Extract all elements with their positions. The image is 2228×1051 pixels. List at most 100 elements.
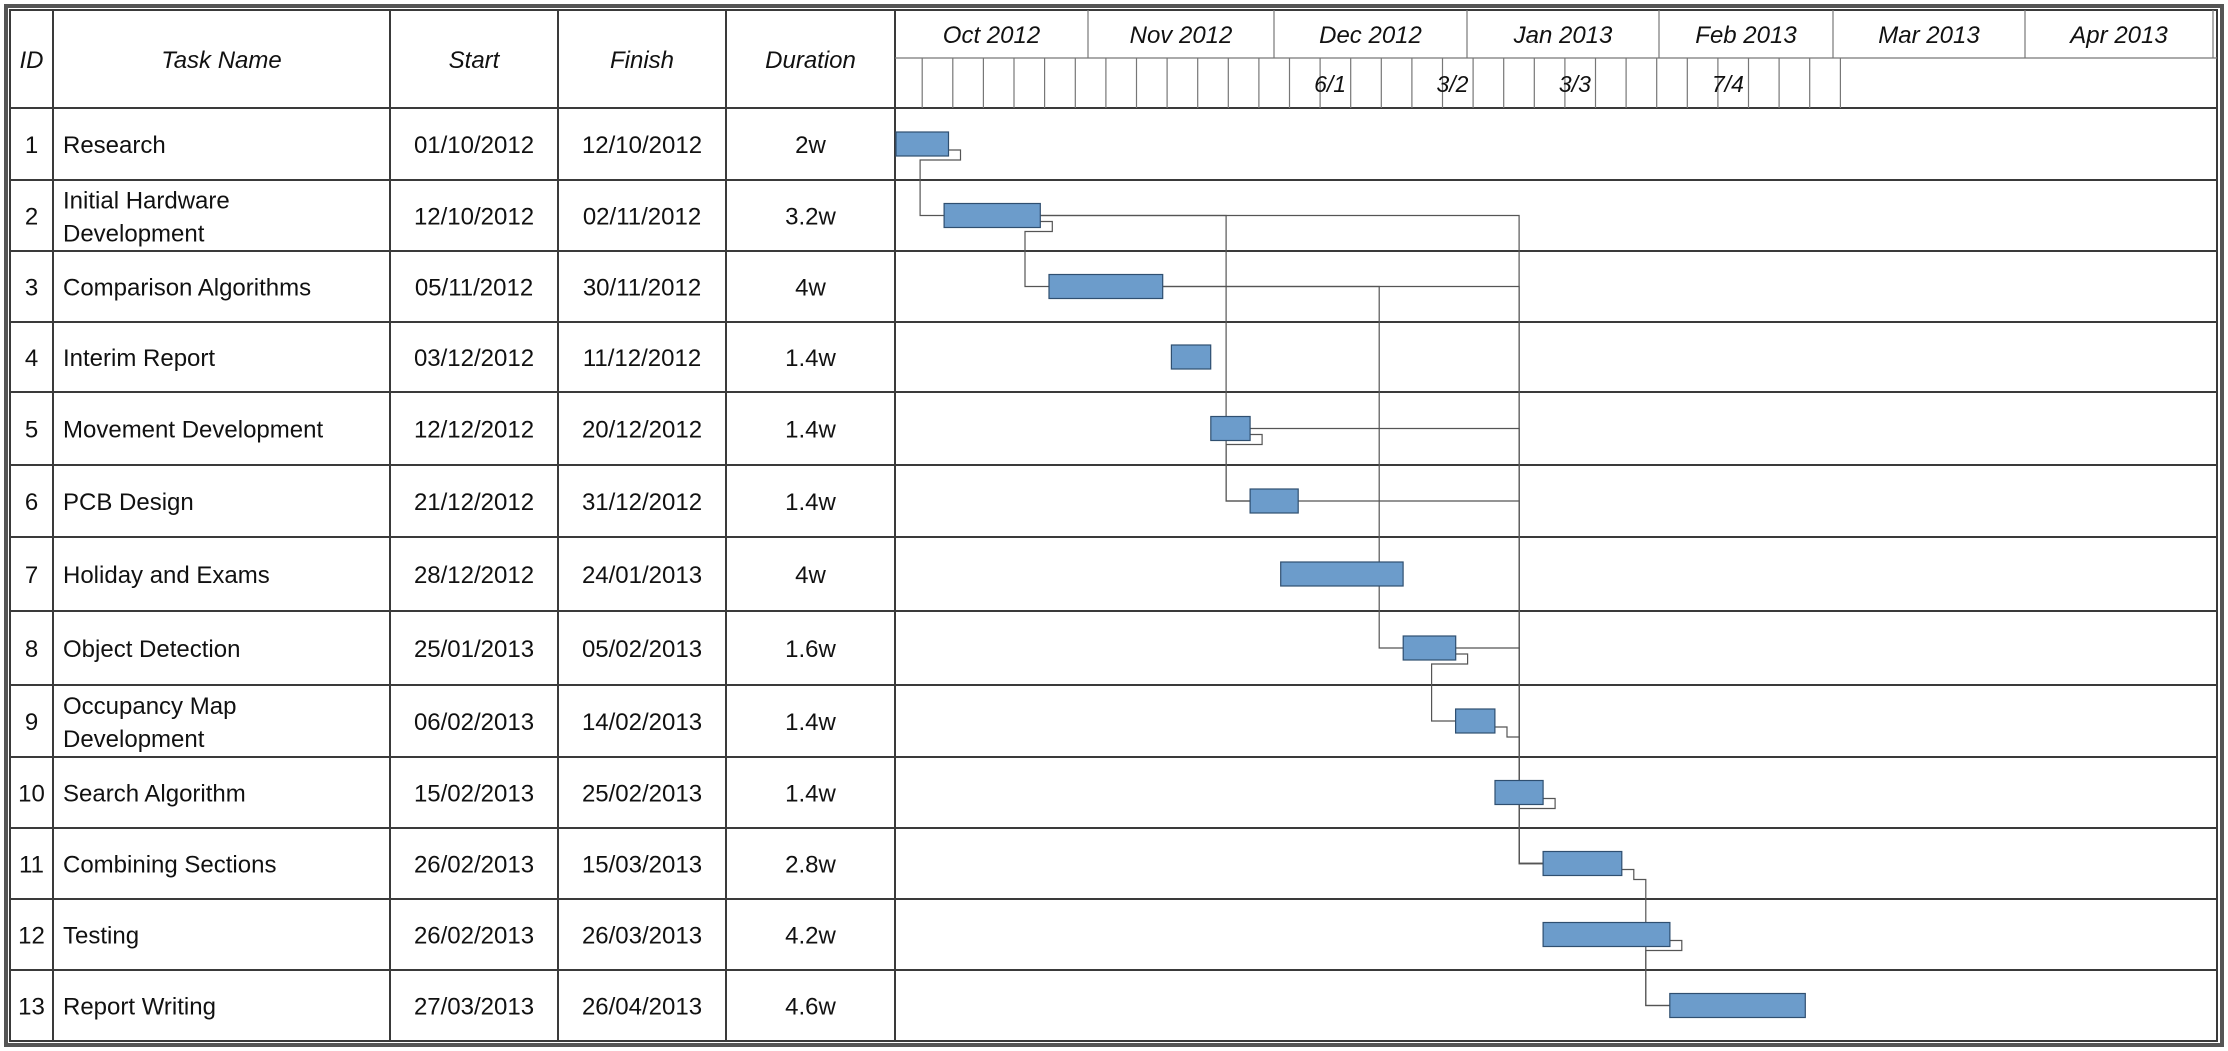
task-bar-12: [1542, 921, 1671, 948]
task-id: 7: [25, 562, 38, 589]
dependency-link: [1225, 433, 1263, 502]
dependency-link: [1431, 653, 1469, 722]
task-bar-13: [1669, 992, 1806, 1019]
task-duration: 1.4w: [785, 709, 836, 736]
week-label: 3/3: [1559, 71, 1591, 97]
task-bar-11: [1542, 850, 1623, 877]
task-name: Search Algorithm: [63, 781, 246, 808]
task-bar-8: [1402, 635, 1457, 661]
week-label: 7/4: [1712, 71, 1744, 97]
task-start: 12/10/2012: [414, 204, 534, 231]
task-finish: 30/11/2012: [583, 275, 701, 302]
dependency-link: [1162, 285, 1404, 649]
task-start: 12/12/2012: [414, 417, 534, 444]
task-duration: 4.2w: [785, 923, 836, 950]
task-duration: 1.4w: [785, 781, 836, 808]
task-name: Testing: [63, 923, 139, 950]
task-bar-5: [1210, 415, 1251, 442]
task-finish: 12/10/2012: [582, 132, 702, 159]
task-name: Occupancy Map Development: [63, 693, 236, 753]
task-name: PCB Design: [63, 489, 194, 516]
task-finish: 24/01/2013: [582, 562, 702, 589]
task-start: 26/02/2013: [414, 852, 534, 879]
task-duration: 4.6w: [785, 994, 836, 1021]
dependency-link: [1645, 939, 1683, 1007]
task-bar-4: [1170, 344, 1212, 370]
dependency-link: [1455, 647, 1544, 865]
task-id: 8: [25, 636, 38, 663]
task-finish: 11/12/2012: [583, 345, 701, 372]
month-label: Apr 2013: [2068, 22, 2168, 49]
column-header-duration: Duration: [765, 47, 856, 74]
dependency-link: [1040, 214, 1544, 865]
task-name: Combining Sections: [63, 852, 276, 879]
task-id: 4: [25, 345, 38, 372]
dependency-link: [1298, 500, 1544, 865]
task-id: 3: [25, 275, 38, 302]
dependency-link: [919, 149, 962, 217]
task-duration: 1.4w: [785, 489, 836, 516]
task-id: 12: [18, 923, 45, 950]
dependency-link: [1040, 214, 1251, 502]
task-duration: 3.2w: [785, 204, 836, 231]
column-header-start: Start: [449, 47, 501, 74]
task-bar-1: [895, 131, 950, 157]
column-header-task-name: Task Name: [161, 47, 282, 74]
task-start: 25/01/2013: [414, 636, 534, 663]
month-label: Nov 2012: [1130, 22, 1233, 49]
task-duration: 4w: [795, 562, 826, 589]
grid-border: [9, 9, 2218, 1042]
text-layer: Oct 2012 Nov 2012 Dec 2012 Jan 2013 Feb 2013…: [18, 22, 2168, 1021]
task-duration: 1.4w: [785, 345, 836, 372]
task-id: 11: [19, 852, 44, 879]
task-bar-9: [1454, 708, 1496, 734]
task-finish: 25/02/2013: [582, 781, 702, 808]
task-id: 9: [25, 709, 38, 736]
task-start: 27/03/2013: [414, 994, 534, 1021]
task-name: Interim Report: [63, 345, 215, 372]
grid-layer: [9, 9, 2218, 1042]
dependency-link: [1024, 220, 1053, 288]
task-id: 13: [18, 994, 45, 1021]
month-label: Mar 2013: [1878, 22, 1980, 49]
task-start: 05/11/2012: [415, 275, 533, 302]
task-bar-6: [1249, 488, 1299, 514]
task-start: 28/12/2012: [414, 562, 534, 589]
task-duration: 1.4w: [785, 417, 836, 444]
task-duration: 2.8w: [785, 852, 836, 879]
task-name: Holiday and Exams: [63, 562, 270, 589]
task-start: 21/12/2012: [414, 489, 534, 516]
task-start: 26/02/2013: [414, 923, 534, 950]
task-id: 6: [25, 489, 38, 516]
month-label: Jan 2013: [1513, 22, 1613, 49]
month-label: Feb 2013: [1695, 22, 1797, 49]
task-start: 01/10/2012: [414, 132, 534, 159]
task-finish: 05/02/2013: [582, 636, 702, 663]
gantt-frame: [4, 4, 2224, 1047]
task-bar-10: [1494, 779, 1544, 806]
task-name: Research: [63, 132, 166, 159]
task-finish: 31/12/2012: [582, 489, 702, 516]
task-start: 15/02/2013: [414, 781, 534, 808]
task-name: Initial Hardware Development: [63, 188, 230, 248]
task-duration: 4w: [795, 275, 826, 302]
dependency-layer: [919, 149, 1683, 1007]
week-label: 6/1: [1314, 71, 1346, 97]
task-bar-2: [943, 202, 1041, 229]
task-start: 06/02/2013: [414, 709, 534, 736]
task-bar-7: [1280, 561, 1404, 587]
task-name: Comparison Algorithms: [63, 275, 311, 302]
column-header-id: ID: [20, 47, 44, 74]
task-id: 1: [25, 132, 38, 159]
task-start: 03/12/2012: [414, 345, 534, 372]
task-id: 2: [25, 204, 38, 231]
task-finish: 15/03/2013: [582, 852, 702, 879]
task-finish: 20/12/2012: [582, 417, 702, 444]
task-name: Report Writing: [63, 994, 216, 1021]
task-name: Movement Development: [63, 417, 323, 444]
task-duration: 2w: [795, 132, 826, 159]
dependency-link: [1518, 797, 1556, 865]
task-name: Object Detection: [63, 636, 240, 663]
task-finish: 02/11/2012: [583, 204, 701, 231]
column-header-finish: Finish: [610, 47, 674, 74]
